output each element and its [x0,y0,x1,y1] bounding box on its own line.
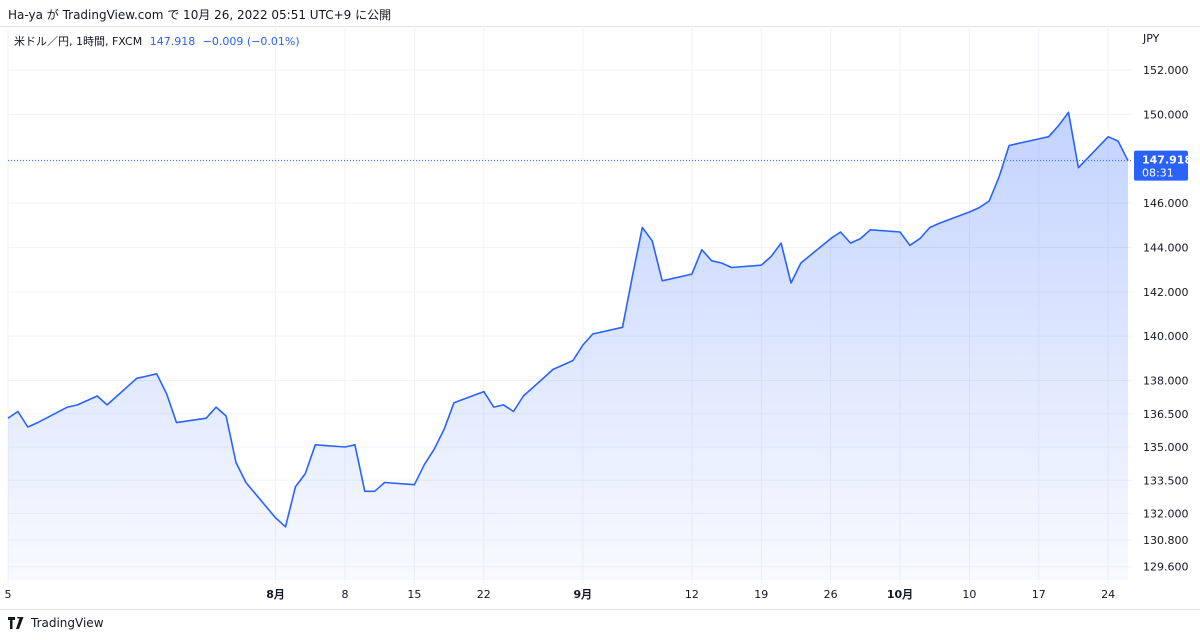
published-by-text: Ha-ya が TradingView.com で 10月 26, 2022 0… [8,8,392,22]
y-tick-label: 152.000 [1143,64,1189,77]
tradingview-logo-icon [8,617,24,629]
y-tick-label: 142.000 [1143,286,1189,299]
x-tick-label: 26 [824,588,838,601]
y-tick-label: 136.500 [1143,408,1189,421]
bar-countdown: 08:31 [1142,167,1174,180]
x-tick-label: 8月 [266,588,285,601]
symbol-name[interactable]: 米ドル／円, 1時間, FXCM [14,35,143,48]
x-tick-label: 12 [685,588,699,601]
x-tick-label: 24 [1101,588,1115,601]
y-tick-label: 130.800 [1143,534,1189,547]
x-tick-label: 10 [962,588,976,601]
x-tick-label: 19 [754,588,768,601]
price-axis: 152.000150.000148.000146.000144.000142.0… [1143,64,1189,574]
y-tick-label: 138.000 [1143,375,1189,388]
branding-name: TradingView [31,616,104,630]
chart-frame [0,26,1200,610]
y-tick-label: 144.000 [1143,242,1189,255]
last-price: 147.918 [149,35,196,48]
current-price-value: 147.918 [1142,154,1192,167]
currency-label: JPY [1142,32,1160,45]
y-tick-label: 129.600 [1143,561,1189,574]
time-axis: 5 8月 8 15 22 9月 12 19 26 10月 10 17 24 [5,588,1116,601]
x-tick-label: 10月 [887,588,913,601]
x-tick-label: 9月 [574,588,593,601]
price-change: −0.009 (−0.01%) [202,35,300,48]
x-tick-label: 15 [407,588,421,601]
x-tick-label: 5 [5,588,12,601]
x-tick-label: 22 [477,588,491,601]
y-tick-label: 133.500 [1143,474,1189,487]
x-tick-label: 17 [1032,588,1046,601]
price-area-fill [8,112,1128,581]
tradingview-branding[interactable]: TradingView [8,616,104,630]
y-tick-label: 150.000 [1143,109,1189,122]
symbol-legend: 米ドル／円, 1時間, FXCM 147.918 −0.009 (−0.01%) [14,33,300,49]
y-tick-label: 135.000 [1143,441,1189,454]
price-line [7,111,1129,528]
current-price-tag: 147.918 08:31 [1134,150,1192,181]
y-tick-label: 132.000 [1143,508,1189,521]
x-tick-label: 8 [341,588,348,601]
y-tick-label: 146.000 [1143,197,1189,210]
y-tick-label: 140.000 [1143,330,1189,343]
